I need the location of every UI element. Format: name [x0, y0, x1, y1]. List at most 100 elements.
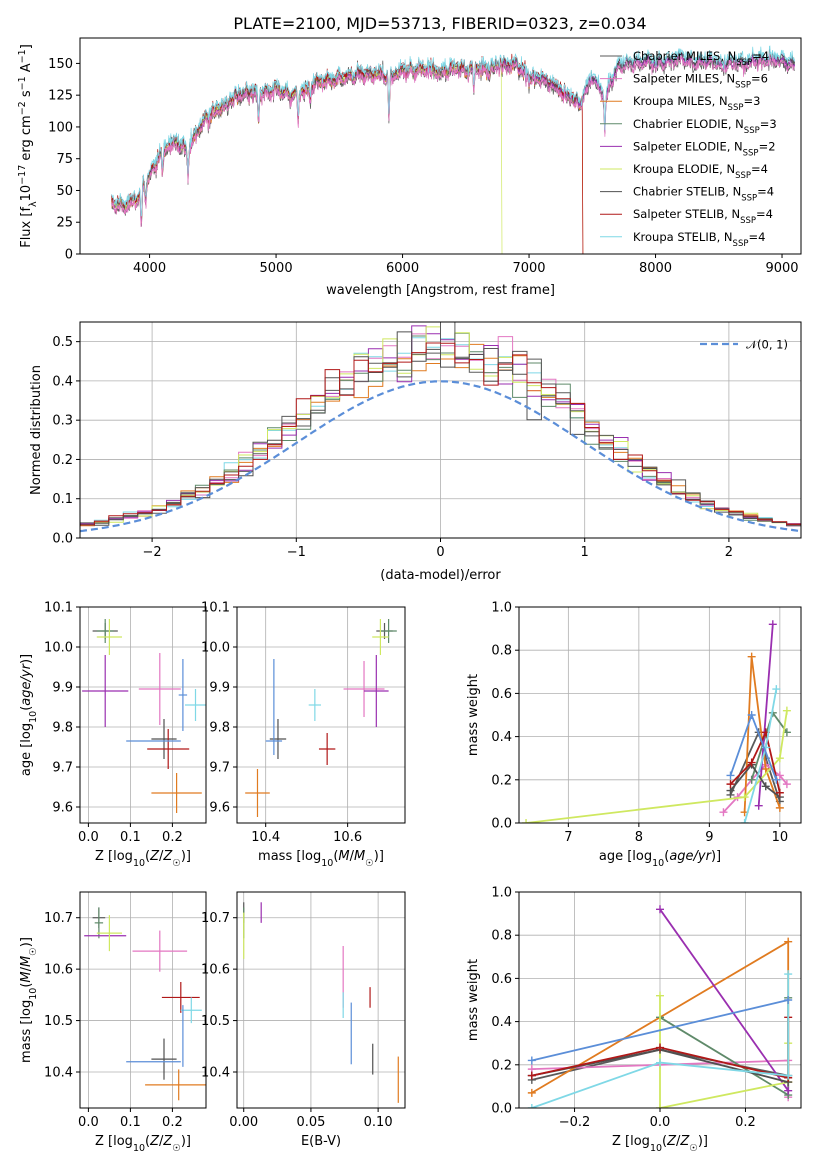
y-tick-label: 0.6 [491, 687, 512, 702]
y-tick-label: 75 [56, 152, 73, 167]
weight-line [531, 999, 789, 1062]
y-tick-label: 0.6 [491, 972, 512, 987]
y-tick-label: 1.0 [491, 886, 512, 901]
plot-area [84, 907, 206, 1101]
plot-area [111, 45, 796, 254]
weight-marker [775, 754, 784, 763]
legend: 𝒩(0, 1) [700, 338, 788, 352]
y-tick-label: 10.4 [201, 1066, 230, 1081]
x-axis-label: Z [log10(Z/Z☉)] [612, 1134, 708, 1154]
weight-marker [768, 620, 777, 629]
weight-marker [782, 706, 791, 715]
weight-marker [719, 808, 728, 817]
weight-marker [527, 1088, 536, 1097]
weight-marker [761, 765, 770, 773]
weight-marker [747, 758, 756, 767]
x-tick-label: −2 [143, 545, 162, 560]
legend-entry: Chabrier MILES, NSSP=4 [633, 49, 769, 68]
legend-entry: Chabrier ELODIE, NSSP=3 [633, 117, 777, 136]
y-tick-label: 9.8 [209, 721, 230, 736]
x-axis-label: Z [log10(Z/Z☉)] [95, 1134, 191, 1154]
spectrum-series [111, 61, 584, 254]
weight-marker [784, 996, 793, 1004]
weight-marker [726, 771, 735, 780]
legend-entry: Salpeter MILES, NSSP=6 [633, 72, 768, 91]
errorbar-point [308, 689, 321, 721]
y-axis-label: mass weight [466, 959, 481, 1041]
axes-frame [79, 37, 802, 255]
panel-weight_vs_age: 7 8 9 10 0.0 0.2 0.4 0.6 0.8 1.0 age [log10(age/yr… [466, 601, 802, 869]
weight-marker [656, 1104, 664, 1108]
legend: Chabrier MILES, NSSP=4 Salpeter MILES, NS… [600, 49, 777, 249]
weight-line [743, 656, 781, 813]
errorbar-point [151, 1038, 177, 1080]
axes-frame [518, 606, 802, 824]
weight-line [531, 974, 790, 1108]
weight-marker [656, 905, 664, 914]
weight-line [757, 624, 774, 806]
x-tick-label: 4000 [133, 261, 166, 276]
weight-marker [754, 801, 763, 810]
weight-series [527, 996, 793, 1065]
legend-entry: Salpeter ELODIE, NSSP=2 [633, 139, 776, 158]
weight-marker [740, 819, 749, 823]
x-axis-label: mass [log10(M/M☉)] [258, 849, 384, 869]
y-tick-label: 0.2 [491, 1058, 512, 1073]
weight-marker [527, 1071, 536, 1080]
weight-marker [775, 788, 784, 797]
x-tick-label: 7000 [512, 261, 545, 276]
y-tick-label: 0.2 [52, 453, 73, 468]
y-tick-label: 50 [56, 184, 73, 199]
weight-series [522, 706, 791, 823]
x-tick-label: 0.2 [162, 1115, 183, 1130]
y-tick-label: 10.1 [201, 601, 230, 616]
y-tick-label: 1.0 [491, 601, 512, 616]
weight-marker [747, 775, 756, 784]
x-tick-label: 8 [635, 830, 643, 845]
plot-area [527, 905, 793, 1108]
weight-marker [784, 937, 793, 946]
weight-marker [761, 782, 770, 791]
x-axis-label: wavelength [Angstrom, rest frame] [326, 283, 555, 298]
y-tick-label: 0.3 [52, 414, 73, 429]
weight-marker [782, 780, 791, 789]
y-tick-label: 0.8 [491, 929, 512, 944]
spectrum-series [111, 53, 795, 228]
errorbar-point [132, 930, 188, 972]
panel-residuals: −2 −1 0 1 2 0.0 0.1 0.2 0.3 0.4 0.5 (data-model)/er… [29, 321, 802, 583]
errorbar-point [147, 729, 190, 769]
x-tick-label: 2 [725, 545, 733, 560]
x-tick-label: 6000 [386, 261, 419, 276]
x-tick-label: 0 [436, 545, 444, 560]
weight-marker [656, 991, 664, 1000]
x-axis-label: Z [log10(Z/Z☉)] [95, 849, 191, 869]
x-tick-label: 0.2 [162, 830, 183, 845]
y-tick-label: 9.6 [52, 801, 73, 816]
plot-area [245, 619, 397, 817]
x-tick-label: 0.05 [296, 1115, 325, 1130]
errorbar-point [161, 982, 200, 1013]
x-tick-label: 0.2 [735, 1115, 756, 1130]
x-axis-label: E(B-V) [301, 1134, 341, 1149]
y-tick-label: 10.4 [44, 1066, 73, 1081]
y-axis-label: mass weight [466, 674, 481, 756]
y-tick-label: 0.8 [491, 644, 512, 659]
x-tick-label: 0.0 [78, 830, 99, 845]
plot-area [243, 902, 399, 1103]
legend-entry: Kroupa STELIB, NSSP=4 [633, 230, 765, 249]
weight-marker [527, 1104, 536, 1108]
weight-marker [522, 819, 531, 823]
x-tick-label: 0.10 [364, 1115, 393, 1130]
y-tick-label: 0.0 [52, 532, 73, 547]
x-tick-label: 0.0 [78, 1115, 99, 1130]
weight-marker [775, 803, 784, 812]
y-tick-label: 10.6 [44, 963, 73, 978]
errorbar-point [180, 997, 202, 1024]
panel-mass_vs_Z: 0.0 0.1 0.2 10.4 10.5 10.6 10.7 Z [log10(Z/Z☉)]… [19, 891, 207, 1154]
legend-entry: Chabrier STELIB, NSSP=4 [633, 185, 774, 204]
errorbar-point [269, 719, 287, 759]
x-tick-label: 9000 [765, 261, 798, 276]
axes-frame [236, 891, 406, 1109]
y-tick-label: 100 [48, 120, 73, 135]
x-tick-label: 10.6 [333, 830, 362, 845]
